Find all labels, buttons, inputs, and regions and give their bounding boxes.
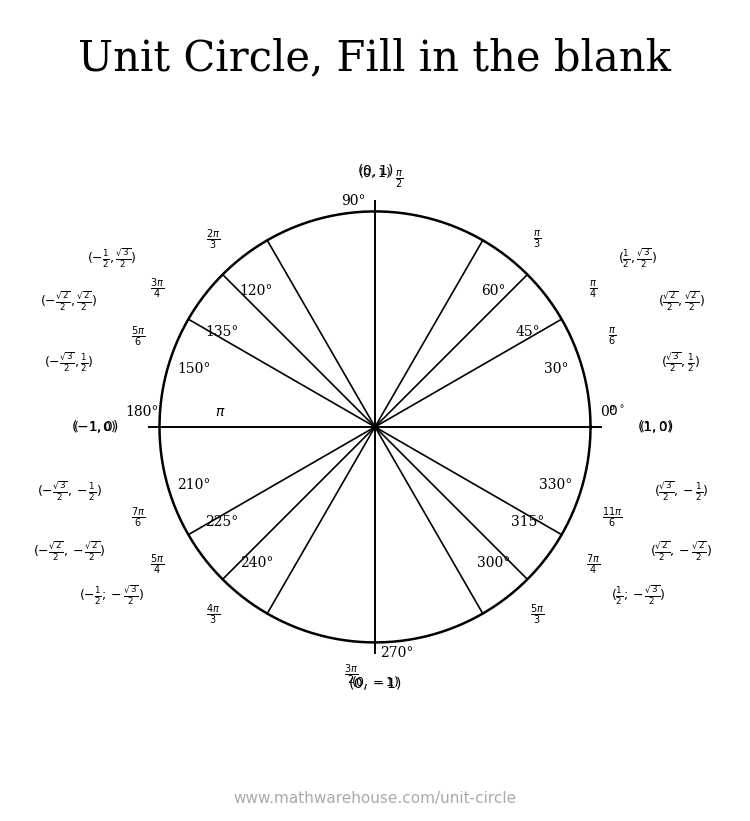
- Text: 270°: 270°: [380, 646, 413, 660]
- Text: $\frac{5\pi}{6}$: $\frac{5\pi}{6}$: [130, 324, 145, 349]
- Text: $(-\frac{\sqrt{3}}{2}, \frac{1}{2})$: $(-\frac{\sqrt{3}}{2}, \frac{1}{2})$: [44, 351, 94, 374]
- Text: $\frac{7\pi}{4}$: $\frac{7\pi}{4}$: [586, 553, 600, 577]
- Text: $(\frac{\sqrt{3}}{2}, -\frac{1}{2})$: $(\frac{\sqrt{3}}{2}, -\frac{1}{2})$: [654, 480, 708, 503]
- Text: $\pi$: $\pi$: [214, 405, 225, 419]
- Text: $\frac{4\pi}{3}$: $\frac{4\pi}{3}$: [206, 603, 220, 626]
- Text: $(\frac{1}{2}, \frac{\sqrt{3}}{2})$: $(\frac{1}{2}, \frac{\sqrt{3}}{2})$: [618, 247, 658, 270]
- Text: 60°: 60°: [482, 284, 506, 298]
- Text: 150°: 150°: [177, 362, 211, 376]
- Text: $\frac{3\pi}{2}$: $\frac{3\pi}{2}$: [344, 663, 358, 687]
- Text: $\frac{\pi}{6}$: $\frac{\pi}{6}$: [608, 326, 616, 347]
- Text: $( 0, 1)$: $( 0, 1)$: [357, 162, 393, 179]
- Text: $\frac{5\pi}{3}$: $\frac{5\pi}{3}$: [530, 603, 544, 626]
- Text: $( 1, 0)$: $( 1, 0)$: [637, 419, 674, 435]
- Text: $\frac{3\pi}{4}$: $\frac{3\pi}{4}$: [150, 277, 164, 301]
- Text: $\frac{5\pi}{4}$: $\frac{5\pi}{4}$: [150, 553, 164, 577]
- Text: $(\frac{\sqrt{3}}{2}, \frac{1}{2})$: $(\frac{\sqrt{3}}{2}, \frac{1}{2})$: [662, 351, 700, 374]
- Text: 330°: 330°: [539, 478, 573, 492]
- Text: 225°: 225°: [206, 515, 238, 529]
- Text: 240°: 240°: [240, 556, 273, 570]
- Text: 30°: 30°: [544, 362, 568, 376]
- Text: $0^\circ$: $0^\circ$: [608, 405, 625, 419]
- Text: $(-\frac{\sqrt{3}}{2}, -\frac{1}{2})$: $(-\frac{\sqrt{3}}{2}, -\frac{1}{2})$: [37, 480, 101, 503]
- Text: 120°: 120°: [240, 284, 273, 298]
- Text: $( 0,-1)$: $( 0,-1)$: [351, 674, 399, 689]
- Text: 90°: 90°: [341, 194, 366, 208]
- Text: $(\frac{\sqrt{2}}{2}, \frac{\sqrt{2}}{2})$: $(\frac{\sqrt{2}}{2}, \frac{\sqrt{2}}{2}…: [658, 291, 704, 314]
- Text: $\frac{2\pi}{3}$: $\frac{2\pi}{3}$: [206, 227, 220, 251]
- Text: $\frac{\pi}{2}$: $\frac{\pi}{2}$: [394, 168, 403, 190]
- Text: 300°: 300°: [477, 556, 510, 570]
- Text: 135°: 135°: [206, 325, 238, 339]
- Text: $(-1, 0)$: $(-1, 0)$: [73, 420, 116, 434]
- Text: $\frac{7\pi}{6}$: $\frac{7\pi}{6}$: [130, 505, 145, 530]
- Text: $(-\frac{1}{2}; -\frac{\sqrt{3}}{2})$: $(-\frac{1}{2}; -\frac{\sqrt{3}}{2})$: [80, 584, 145, 607]
- Text: $( 0,-1)$: $( 0,-1)$: [348, 675, 402, 692]
- Text: $(-\frac{\sqrt{2}}{2}, \frac{\sqrt{2}}{2})$: $(-\frac{\sqrt{2}}{2}, \frac{\sqrt{2}}{2…: [40, 291, 98, 314]
- Text: Unit Circle, Fill in the blank: Unit Circle, Fill in the blank: [79, 37, 671, 79]
- Text: $\frac{11\pi}{6}$: $\frac{11\pi}{6}$: [602, 505, 622, 530]
- Text: 0°: 0°: [600, 405, 616, 419]
- Text: $( 0, 1)$: $( 0, 1)$: [358, 165, 392, 180]
- Text: $(\frac{\sqrt{2}}{2}, -\frac{\sqrt{2}}{2})$: $(\frac{\sqrt{2}}{2}, -\frac{\sqrt{2}}{2…: [650, 540, 712, 563]
- Text: www.mathwarehouse.com/unit-circle: www.mathwarehouse.com/unit-circle: [233, 791, 517, 806]
- Text: 45°: 45°: [516, 325, 540, 339]
- Text: 315°: 315°: [512, 515, 544, 529]
- Text: 180°: 180°: [125, 405, 159, 419]
- Text: $\frac{\pi}{3}$: $\frac{\pi}{3}$: [532, 228, 541, 250]
- Text: 210°: 210°: [177, 478, 211, 492]
- Text: $(\frac{1}{2}; -\frac{\sqrt{3}}{2})$: $(\frac{1}{2}; -\frac{\sqrt{3}}{2})$: [610, 584, 665, 607]
- Text: $\frac{\pi}{4}$: $\frac{\pi}{4}$: [589, 278, 597, 300]
- Text: $(-1, 0)$: $(-1, 0)$: [70, 419, 118, 435]
- Text: $( 1, 0)$: $( 1, 0)$: [639, 420, 672, 434]
- Text: $(-\frac{1}{2}, \frac{\sqrt{3}}{2})$: $(-\frac{1}{2}, \frac{\sqrt{3}}{2})$: [87, 247, 136, 270]
- Text: $(-\frac{\sqrt{2}}{2}, -\frac{\sqrt{2}}{2})$: $(-\frac{\sqrt{2}}{2}, -\frac{\sqrt{2}}{…: [32, 540, 105, 563]
